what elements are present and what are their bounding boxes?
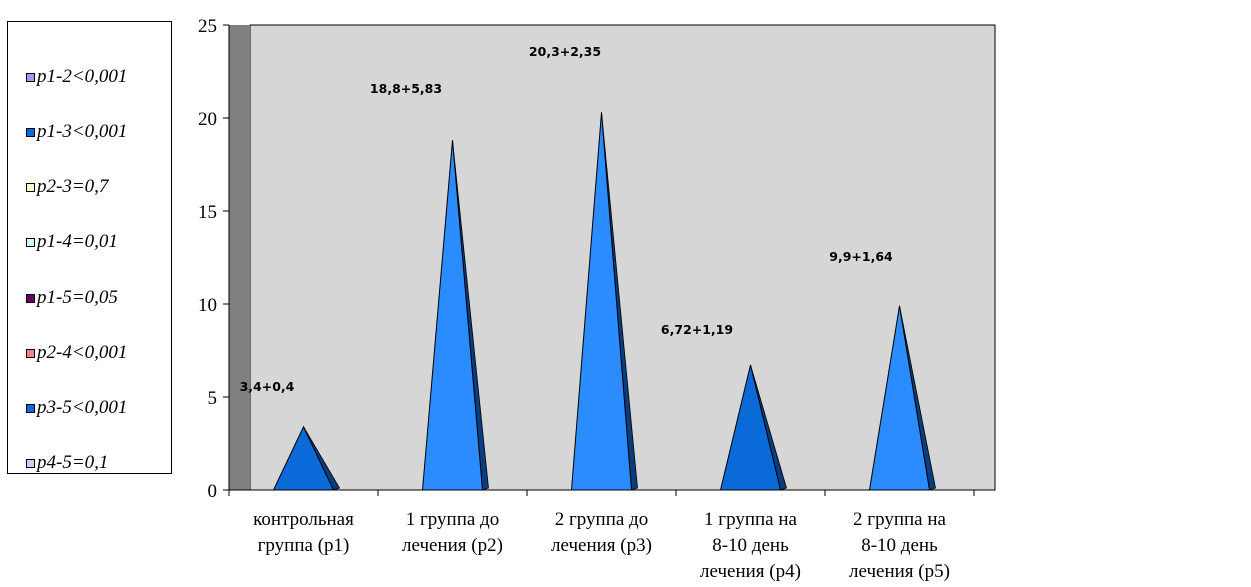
legend-swatch xyxy=(26,403,35,413)
y-tick-label: 5 xyxy=(208,388,218,409)
legend-swatch xyxy=(26,348,35,358)
legend-item: p1-3<0,001 xyxy=(26,121,127,143)
y-tick-label: 10 xyxy=(198,295,217,316)
legend-label: p1-5=0,05 xyxy=(37,287,118,308)
data-label: 6,72+1,19 xyxy=(661,322,733,337)
x-category-label: группа (р1) xyxy=(258,535,350,556)
legend-label: p3-5<0,001 xyxy=(37,397,128,418)
legend-label: p1-2<0,001 xyxy=(37,66,128,87)
peak xyxy=(570,112,633,491)
legend-swatch xyxy=(26,72,35,82)
x-category-label: 8-10 день xyxy=(861,535,938,556)
legend-label: p1-4=0,01 xyxy=(37,231,118,252)
y-tick-label: 15 xyxy=(198,202,217,223)
y-tick-label: 25 xyxy=(198,16,217,37)
legend: p1-2<0,001 p1-3<0,001 p2-3=0,7 p1-4=0,01… xyxy=(7,21,172,474)
data-label: 18,8+5,83 xyxy=(370,81,442,96)
legend-swatch xyxy=(26,182,35,192)
legend-item: p1-4=0,01 xyxy=(26,231,118,253)
legend-label: p2-4<0,001 xyxy=(37,342,128,363)
legend-swatch xyxy=(26,127,35,137)
x-category-label: лечения (р5) xyxy=(849,561,950,582)
legend-label: p1-3<0,001 xyxy=(37,121,128,142)
legend-swatch xyxy=(26,237,35,247)
legend-swatch xyxy=(26,458,35,468)
peak xyxy=(272,425,335,491)
x-category-label: 1 группа до xyxy=(406,509,499,530)
side-wall xyxy=(229,25,250,490)
legend-item: p1-5=0,05 xyxy=(26,287,118,309)
x-category-label: лечения (р4) xyxy=(700,561,801,582)
x-category-label: контрольная xyxy=(253,509,354,530)
legend-item: p2-3=0,7 xyxy=(26,176,108,198)
legend-item: p2-4<0,001 xyxy=(26,342,127,364)
y-tick-label: 0 xyxy=(208,481,218,502)
x-category-label: 2 группа на xyxy=(853,509,946,530)
x-category-label: 1 группа на xyxy=(704,509,797,530)
peak xyxy=(868,305,931,491)
data-label: 3,4+0,4 xyxy=(240,379,295,394)
x-category-label: 2 группа до xyxy=(555,509,648,530)
x-category-label: 8-10 день xyxy=(712,535,789,556)
data-label: 20,3+2,35 xyxy=(529,44,601,59)
x-category-label: лечения (р2) xyxy=(402,535,503,556)
legend-swatch xyxy=(26,293,35,303)
legend-label: p4-5=0,1 xyxy=(37,452,109,473)
legend-item: p3-5<0,001 xyxy=(26,397,127,419)
data-label: 9,9+1,64 xyxy=(829,249,893,264)
legend-label: p2-3=0,7 xyxy=(37,176,109,197)
y-tick-label: 20 xyxy=(198,109,217,130)
peak xyxy=(421,140,484,491)
x-category-label: лечения (р3) xyxy=(551,535,652,556)
peak xyxy=(719,364,782,491)
legend-item: p1-2<0,001 xyxy=(26,66,127,88)
legend-item: p4-5=0,1 xyxy=(26,452,108,474)
